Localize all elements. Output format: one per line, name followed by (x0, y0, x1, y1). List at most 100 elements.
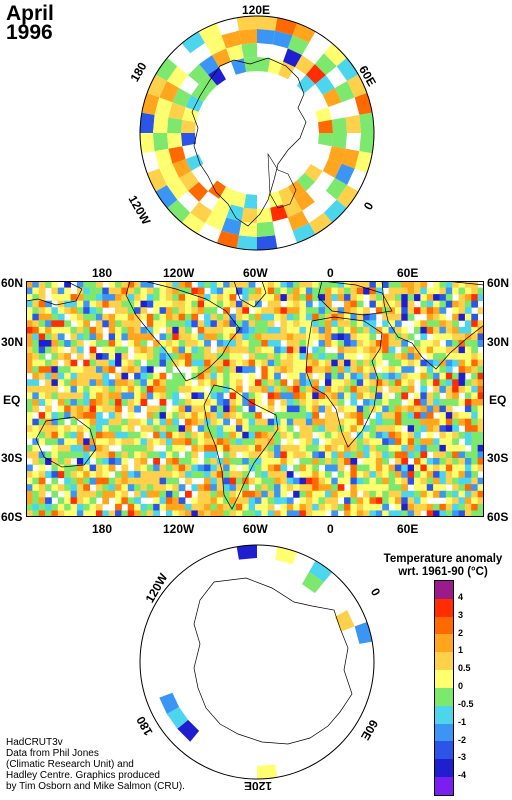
anomaly-cell (146, 333, 154, 341)
polar-anomaly-cell (302, 571, 324, 594)
polar-anomaly-cell (257, 235, 278, 250)
anomaly-cell (38, 372, 46, 380)
lat-left-30n: 30N (1, 335, 24, 349)
anomaly-cell (445, 412, 453, 420)
anomaly-cell (95, 359, 103, 367)
anomaly-cell (89, 366, 97, 374)
anomaly-cell (286, 333, 294, 341)
anomaly-cell (121, 497, 129, 505)
anomaly-cell (261, 353, 269, 361)
anomaly-cell (312, 353, 320, 361)
anomaly-cell (445, 490, 453, 498)
anomaly-cell (229, 451, 237, 459)
anomaly-cell (458, 412, 466, 420)
anomaly-cell (464, 300, 472, 308)
anomaly-cell (197, 399, 205, 406)
anomaly-cell (369, 385, 377, 393)
anomaly-cell (439, 320, 447, 328)
anomaly-cell (255, 503, 262, 511)
anomaly-cell (324, 438, 332, 446)
anomaly-cell (280, 451, 288, 459)
anomaly-cell (286, 392, 294, 400)
polar-anomaly-cell (226, 44, 244, 62)
anomaly-cell (134, 431, 141, 439)
anomaly-cell (394, 412, 402, 420)
anomaly-cell (223, 281, 230, 288)
anomaly-cell (146, 294, 154, 302)
anomaly-cell (324, 484, 332, 492)
legend-label: 0.5 (458, 663, 471, 674)
anomaly-cell (242, 294, 250, 302)
anomaly-cell (146, 379, 154, 387)
anomaly-cell (216, 281, 224, 288)
anomaly-cell (223, 497, 230, 505)
anomaly-cell (382, 392, 389, 400)
anomaly-cell (57, 425, 65, 433)
anomaly-cell (293, 307, 300, 315)
anomaly-cell (26, 412, 33, 420)
anomaly-cell (331, 379, 339, 387)
anomaly-cell (337, 490, 345, 498)
anomaly-cell (414, 471, 421, 479)
anomaly-cell (32, 431, 40, 439)
anomaly-cell (445, 405, 453, 413)
anomaly-cell (458, 353, 466, 361)
anomaly-cell (394, 307, 402, 315)
anomaly-cell (32, 313, 40, 321)
anomaly-cell (293, 392, 300, 400)
anomaly-cell (165, 313, 173, 321)
anomaly-cell (229, 313, 237, 321)
anomaly-cell (407, 385, 415, 393)
polar-anomaly-cell (318, 133, 333, 147)
anomaly-cell (426, 444, 434, 452)
anomaly-cell (210, 490, 218, 498)
anomaly-cell (331, 497, 339, 505)
anomaly-cell (146, 359, 154, 367)
anomaly-cell (445, 399, 453, 406)
anomaly-cell (216, 497, 224, 505)
anomaly-cell (159, 333, 167, 341)
anomaly-cell (477, 326, 484, 334)
anomaly-cell (32, 281, 40, 288)
anomaly-cell (76, 458, 84, 465)
anomaly-cell (477, 307, 484, 315)
anomaly-cell (401, 340, 409, 347)
anomaly-cell (51, 464, 59, 472)
anomaly-cell (477, 510, 484, 517)
anomaly-cell (420, 340, 428, 347)
anomaly-cell (248, 346, 256, 354)
anomaly-cell (57, 438, 65, 446)
polar-anomaly-cell (318, 119, 333, 133)
anomaly-cell (140, 281, 148, 288)
anomaly-cell (102, 379, 110, 387)
anomaly-cell (108, 425, 116, 433)
anomaly-cell (375, 359, 383, 367)
anomaly-cell (420, 464, 428, 472)
anomaly-cell (242, 510, 250, 517)
anomaly-cell (115, 477, 122, 485)
anomaly-cell (344, 313, 351, 321)
anomaly-cell (127, 320, 135, 328)
anomaly-cell (388, 372, 396, 380)
anomaly-cell (344, 392, 351, 400)
anomaly-cell (64, 497, 71, 505)
anomaly-cell (350, 458, 358, 465)
anomaly-cell (248, 320, 256, 328)
anomaly-cell (64, 444, 71, 452)
anomaly-cell (165, 379, 173, 387)
anomaly-cell (312, 379, 320, 387)
anomaly-cell (439, 399, 447, 406)
anomaly-cell (433, 444, 440, 452)
anomaly-cell (407, 333, 415, 341)
anomaly-cell (83, 503, 91, 511)
anomaly-cell (414, 294, 421, 302)
anomaly-cell (401, 412, 409, 420)
anomaly-cell (76, 307, 84, 315)
anomaly-cell (426, 418, 434, 426)
anomaly-cell (159, 307, 167, 315)
anomaly-cell (452, 438, 459, 446)
anomaly-cell (127, 313, 135, 321)
anomaly-cell (83, 307, 91, 315)
anomaly-cell (344, 444, 351, 452)
anomaly-cell (375, 444, 383, 452)
